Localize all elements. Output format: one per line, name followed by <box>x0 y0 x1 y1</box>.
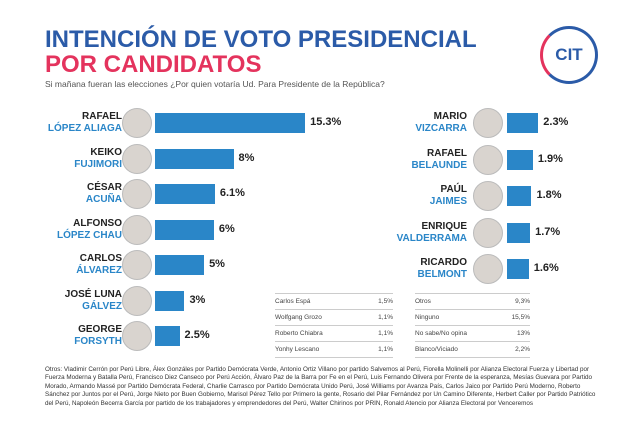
table-name: Yonhy Lescano <box>275 346 320 353</box>
candidate-last-name: FUJIMORI <box>74 158 122 170</box>
table-name: Blanco/Viciado <box>415 346 458 353</box>
table-row: Wolfgang Grozo 1,1% <box>275 310 393 326</box>
table-name: Wolfgang Grozo <box>275 314 322 321</box>
table-row: Otros 9,3% <box>415 294 530 310</box>
candidate-photo <box>473 144 503 175</box>
candidate-photo <box>122 321 152 351</box>
candidate-last-name: VIZCARRA <box>415 123 467 134</box>
candidate-photo <box>473 254 503 284</box>
value-label: 1.9% <box>537 152 563 165</box>
title-line: POR CANDIDATOS <box>45 51 262 78</box>
value-label: 6.1% <box>219 187 245 199</box>
table-name: Roberto Chiabra <box>275 330 323 337</box>
bar <box>155 326 180 346</box>
bar <box>155 219 214 240</box>
candidate-photo <box>473 108 503 138</box>
candidate-first-name: ALFONSO <box>73 217 122 229</box>
value-label: 1.7% <box>535 225 561 238</box>
value-label: 3% <box>189 293 206 306</box>
candidate-first-name: PAÚL <box>440 184 467 195</box>
bar <box>155 255 205 275</box>
candidate-last-name: BELAUNDE <box>411 159 467 171</box>
bar <box>155 290 185 311</box>
data-table: Otros 9,3% Ninguno 15,5% No sabe/No opina 13%… <box>415 293 530 358</box>
bar <box>507 259 529 279</box>
value-label: 2.5% <box>184 329 210 341</box>
candidate-last-name: LÓPEZ CHAU <box>57 229 122 241</box>
value-label: 15.3% <box>310 116 342 128</box>
bar <box>507 186 532 206</box>
candidate-first-name: ENRIQUE <box>421 220 467 232</box>
table-value: 1,5% <box>378 298 393 305</box>
value-label: 1.6% <box>533 262 559 274</box>
candidate-first-name: KEIKO <box>90 146 122 158</box>
candidate-photo <box>122 179 152 209</box>
table-value: 15,5% <box>511 314 530 321</box>
candidate-photo <box>473 217 503 248</box>
table-row: Carlos Espá 1,5% <box>275 294 393 310</box>
candidate-photo <box>122 143 152 174</box>
value-label: 6% <box>218 222 235 235</box>
table-value: 13% <box>516 330 530 337</box>
candidate-last-name: LÓPEZ ALIAGA <box>47 123 122 134</box>
candidate-first-name: JOSÉ LUNA <box>64 288 122 300</box>
candidate-last-name: BELMONT <box>417 269 467 280</box>
logo: CIT <box>540 26 598 84</box>
table-value: 9,3% <box>515 298 530 305</box>
candidate-last-name: JAIMES <box>429 196 467 207</box>
candidate-photo <box>122 250 152 280</box>
table-value: 2,2% <box>515 346 530 353</box>
table-name: Carlos Espá <box>275 298 311 305</box>
candidate-first-name: CÉSAR <box>86 182 122 193</box>
table-value: 1,1% <box>378 330 393 337</box>
bar <box>155 184 215 204</box>
candidate-first-name: RAFAEL <box>427 147 467 159</box>
candidate-last-name: ÁLVAREZ <box>76 265 122 276</box>
bar <box>507 222 531 243</box>
candidate-photo <box>122 108 152 138</box>
candidate-first-name: RAFAEL <box>82 111 122 122</box>
candidate-last-name: ACUÑA <box>85 194 122 205</box>
data-table: Carlos Espá 1,5% Wolfgang Grozo 1,1% Roberto… <box>275 293 393 358</box>
candidate-first-name: MARIO <box>433 111 467 122</box>
table-value: 1,1% <box>378 346 393 353</box>
candidate-first-name: GEORGE <box>78 324 122 335</box>
candidate-first-name: RICARDO <box>420 257 467 268</box>
bar <box>155 113 306 133</box>
table-value: 1,1% <box>378 314 393 321</box>
value-label: 5% <box>209 258 225 270</box>
table-name: No sabe/No opina <box>415 330 468 337</box>
candidate-photo <box>473 181 503 211</box>
candidate-photo <box>122 214 152 245</box>
table-row: Blanco/Viciado 2,2% <box>415 342 530 358</box>
candidate-last-name: FORSYTH <box>74 336 122 347</box>
candidate-photo <box>122 285 152 316</box>
bar <box>507 149 533 170</box>
candidate-last-name: GÁLVEZ <box>82 300 122 312</box>
candidate-last-name: VALDERRAMA <box>396 232 467 244</box>
value-label: 2.3% <box>543 116 569 128</box>
bar <box>155 148 234 169</box>
table-name: Otros <box>415 298 431 305</box>
value-label: 1.8% <box>536 189 562 201</box>
table-row: Roberto Chiabra 1,1% <box>275 326 393 342</box>
value-label: 8% <box>238 151 255 164</box>
title-line: INTENCIÓN DE VOTO PRESIDENCIAL <box>45 26 477 53</box>
table-row: No sabe/No opina 13% <box>415 326 530 342</box>
table-name: Ninguno <box>415 314 440 321</box>
table-row: Yonhy Lescano 1,1% <box>275 342 393 358</box>
footnote: Otros: Vladimir Cerrón por Perú Libre, Á… <box>45 366 596 407</box>
bar <box>507 113 539 133</box>
subtitle: Si mañana fueran las elecciones ¿Por qui… <box>45 79 385 89</box>
table-row: Ninguno 15,5% <box>415 310 530 326</box>
candidate-first-name: CARLOS <box>79 253 122 264</box>
